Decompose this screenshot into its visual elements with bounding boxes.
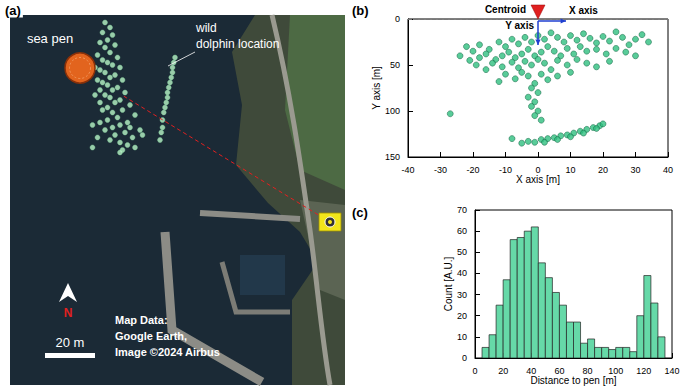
svg-text:20: 20 <box>457 311 467 321</box>
svg-text:40: 40 <box>457 268 467 278</box>
svg-text:(b): (b) <box>352 3 369 18</box>
svg-text:30: 30 <box>630 165 640 175</box>
svg-text:80: 80 <box>583 366 593 376</box>
svg-text:Y axis: Y axis <box>505 20 534 31</box>
svg-text:50: 50 <box>457 247 467 257</box>
svg-text:Distance to pen [m]: Distance to pen [m] <box>530 375 616 386</box>
svg-text:-40: -40 <box>401 165 414 175</box>
svg-text:X axis [m]: X axis [m] <box>516 174 560 185</box>
svg-text:140: 140 <box>664 366 679 376</box>
svg-text:0: 0 <box>535 165 540 175</box>
svg-text:100: 100 <box>608 366 623 376</box>
svg-text:150: 150 <box>385 152 400 162</box>
svg-text:10: 10 <box>565 165 575 175</box>
svg-text:0: 0 <box>462 353 467 363</box>
svg-text:Google Earth,: Google Earth, <box>115 330 187 342</box>
svg-text:20: 20 <box>498 366 508 376</box>
svg-text:0: 0 <box>395 14 400 24</box>
svg-text:Y axis [m]: Y axis [m] <box>371 66 382 110</box>
svg-text:40: 40 <box>526 366 536 376</box>
svg-text:sea pen: sea pen <box>27 31 73 46</box>
svg-text:70: 70 <box>457 205 467 215</box>
svg-text:60: 60 <box>457 226 467 236</box>
svg-text:X axis: X axis <box>569 5 598 16</box>
svg-text:-10: -10 <box>499 165 512 175</box>
svg-text:(a): (a) <box>5 3 21 18</box>
svg-text:20 m: 20 m <box>56 335 85 350</box>
svg-text:120: 120 <box>636 366 651 376</box>
svg-text:Centroid: Centroid <box>485 4 526 15</box>
svg-text:-30: -30 <box>434 165 447 175</box>
svg-text:50: 50 <box>390 60 400 70</box>
svg-text:Map Data:: Map Data: <box>115 314 168 326</box>
svg-text:20: 20 <box>598 165 608 175</box>
svg-text:N: N <box>64 306 73 320</box>
svg-text:wild: wild <box>195 21 217 35</box>
svg-text:30: 30 <box>457 290 467 300</box>
svg-text:60: 60 <box>554 366 564 376</box>
svg-text:Image ©2024 Airbus: Image ©2024 Airbus <box>115 346 220 358</box>
svg-text:Count [A.U.]: Count [A.U.] <box>443 257 454 312</box>
svg-text:40: 40 <box>663 165 673 175</box>
svg-text:0: 0 <box>472 366 477 376</box>
svg-text:(c): (c) <box>352 205 368 220</box>
svg-text:dolphin location: dolphin location <box>196 37 279 51</box>
svg-text:100: 100 <box>385 106 400 116</box>
svg-text:-20: -20 <box>466 165 479 175</box>
svg-text:10: 10 <box>457 332 467 342</box>
